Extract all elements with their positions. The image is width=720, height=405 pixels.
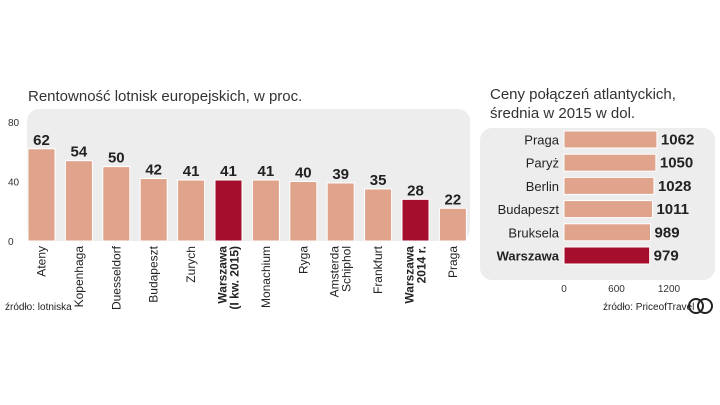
left-y-tick: 40 — [8, 178, 20, 189]
left-bar — [251, 179, 280, 242]
left-category-label: Praga — [446, 246, 460, 278]
right-bar — [563, 130, 658, 149]
left-bar — [102, 166, 131, 242]
right-x-tick: 1200 — [658, 284, 681, 295]
left-bar — [214, 179, 243, 242]
left-category-line: Schiphol — [340, 246, 354, 292]
right-chart-source: źródło: PriceofTravel — [603, 302, 694, 313]
left-bar — [139, 178, 168, 242]
left-value-label: 50 — [108, 150, 125, 167]
right-bar — [563, 246, 651, 265]
left-bar — [64, 160, 93, 242]
right-x-tick: 0 — [561, 284, 567, 295]
left-value-label: 22 — [445, 191, 462, 208]
cp-logo-ring-c — [688, 298, 704, 314]
right-category-label: Paryż — [526, 156, 559, 171]
left-category-label: Ryga — [296, 246, 310, 274]
right-bar — [563, 223, 652, 242]
left-category-line: Ateny — [35, 246, 49, 277]
right-bar — [563, 153, 657, 172]
left-bar — [401, 198, 430, 242]
right-value-label: 989 — [655, 224, 680, 241]
left-category-line: Warszawa — [216, 246, 230, 304]
left-category-line: Ryga — [296, 246, 310, 274]
right-x-tick: 600 — [608, 284, 625, 295]
right-category-label: Berlin — [526, 179, 559, 194]
left-value-label: 28 — [407, 182, 424, 199]
left-category-label: Warszawa(I kw. 2015) — [216, 246, 242, 310]
left-category-line: 2014 r. — [415, 246, 429, 283]
left-category-line: Duesseldorf — [109, 245, 123, 310]
left-category-label: Budapeszt — [147, 245, 161, 302]
right-value-label: 1050 — [660, 155, 693, 172]
left-y-tick: 80 — [8, 118, 20, 129]
right-category-label: Bruksela — [508, 225, 559, 240]
left-bar — [289, 181, 318, 242]
left-chart-panel — [27, 109, 470, 241]
left-category-line: Warszawa — [403, 246, 417, 304]
left-value-label: 42 — [145, 162, 162, 179]
right-value-label: 1011 — [656, 201, 689, 218]
left-category-line: Budapeszt — [147, 245, 161, 302]
left-category-line: (I kw. 2015) — [228, 246, 242, 310]
left-value-label: 41 — [183, 163, 200, 180]
left-category-label: Ateny — [35, 246, 49, 277]
right-category-label: Budapeszt — [498, 202, 560, 217]
left-category-line: Praga — [446, 246, 460, 278]
right-category-label: Warszawa — [497, 249, 560, 264]
left-bar — [326, 182, 355, 242]
right-category-label: Praga — [524, 133, 559, 148]
left-category-line: Zurych — [184, 246, 198, 283]
left-chart-source: źródło: lotniska — [5, 302, 72, 313]
left-category-line: Amsterda — [328, 246, 342, 298]
left-value-label: 40 — [295, 165, 312, 182]
left-category-label: AmsterdaSchiphol — [328, 246, 354, 298]
left-y-tick: 0 — [8, 237, 14, 248]
right-chart-title-line-2: średnia w 2015 w dol. — [490, 105, 635, 122]
left-bar — [177, 179, 206, 242]
left-category-line: Monachium — [259, 246, 273, 308]
right-bar — [563, 200, 653, 219]
left-category-line: Kopenhaga — [72, 246, 86, 308]
left-bar — [27, 148, 56, 242]
left-bar — [438, 207, 467, 242]
left-category-label: Zurych — [184, 246, 198, 283]
right-value-label: 1062 — [661, 132, 694, 149]
right-value-label: 1028 — [658, 178, 691, 195]
left-chart-title: Rentowność lotnisk europejskich, w proc. — [28, 88, 302, 105]
left-category-line: Frankfurt — [371, 245, 385, 294]
left-bar — [364, 188, 393, 242]
left-category-label: Kopenhaga — [72, 246, 86, 308]
left-category-label: Monachium — [259, 246, 273, 308]
right-chart-title-line-1: Ceny połączeń atlantyckich, — [490, 86, 676, 103]
left-value-label: 41 — [220, 163, 237, 180]
left-category-label: Frankfurt — [371, 245, 385, 294]
left-value-label: 39 — [332, 166, 349, 183]
left-category-label: Warszawa2014 r. — [403, 246, 429, 304]
left-value-label: 41 — [258, 163, 275, 180]
cp-logo — [688, 298, 713, 314]
left-category-label: Duesseldorf — [109, 245, 123, 310]
right-value-label: 979 — [654, 248, 679, 265]
left-value-label: 54 — [71, 144, 88, 161]
right-bar — [563, 176, 655, 195]
left-value-label: 62 — [33, 132, 50, 149]
cp-logo-ring-p — [697, 298, 713, 314]
left-value-label: 35 — [370, 172, 387, 189]
